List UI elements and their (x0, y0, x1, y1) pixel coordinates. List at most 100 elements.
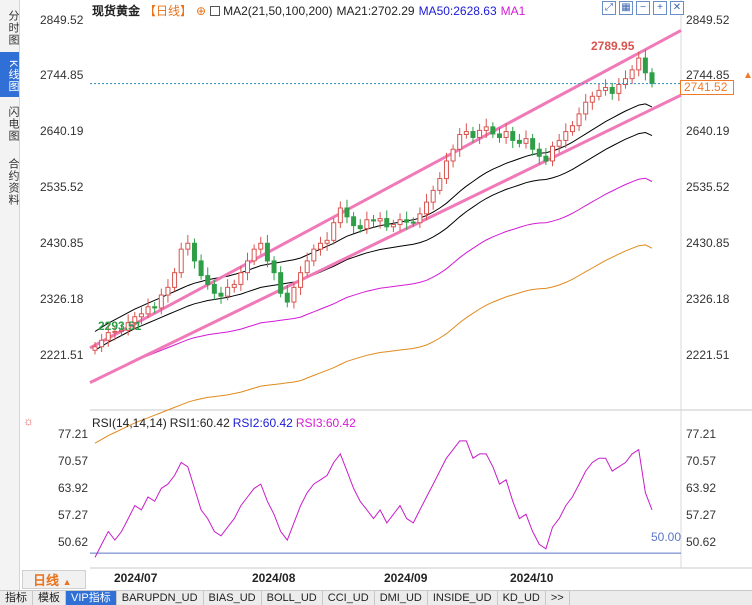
tab-dmi[interactable]: DMI_UD (375, 591, 428, 605)
candle-body (477, 129, 483, 138)
candle-body (99, 339, 105, 348)
candle-body (583, 101, 589, 115)
rsi-tick-left: 77.21 (58, 427, 89, 441)
price-tick-left: 2744.85 (40, 68, 84, 82)
ma200-line (94, 244, 653, 444)
settings-icon[interactable]: ⊕ (196, 4, 207, 18)
ma21-value: MA21:2702.29 (336, 4, 415, 18)
candle-body (384, 218, 390, 228)
candle-body (536, 148, 542, 157)
candle-body (543, 155, 549, 162)
rsi-tick: 70.57 (686, 454, 717, 468)
rsi-tick: 77.21 (686, 427, 717, 441)
tab-vip-indicator[interactable]: VIP指标 (66, 591, 117, 605)
candle-body (317, 242, 323, 250)
candle-body (298, 272, 304, 288)
rsi2-value: RSI2:60.42 (232, 416, 293, 430)
candle-body (636, 57, 642, 71)
candle-body (430, 189, 436, 203)
channel-upper-line (89, 29, 682, 350)
candle-body (225, 286, 231, 297)
candle-body (450, 148, 456, 162)
candle-body (424, 201, 430, 215)
period-selector[interactable]: 日线 ▲ (22, 570, 86, 589)
period-label: 日线 (33, 573, 60, 588)
rsi1-value: RSI1:60.42 (169, 416, 230, 430)
rsi-gear-icon[interactable]: ☼ (23, 414, 34, 428)
high-label: 2789.95 (591, 39, 635, 53)
ma100-line (94, 177, 653, 382)
period-tag: 【日线】 (144, 4, 193, 18)
candle-body (271, 260, 277, 274)
close-icon[interactable]: ✕ (670, 1, 684, 15)
tab-template[interactable]: 模板 (33, 591, 66, 605)
candle-body (609, 86, 615, 94)
minus-icon[interactable]: − (636, 1, 650, 15)
rsi-ref-label: 50.00 (651, 530, 682, 544)
price-tick: 2640.19 (686, 124, 730, 138)
candle-body (351, 216, 357, 227)
candle-body (245, 260, 251, 274)
grid-icon[interactable]: ▦ (619, 1, 633, 15)
tab-kline[interactable]: K线图 (0, 52, 19, 97)
candle-body (470, 131, 476, 138)
price-tick: 2849.52 (686, 13, 730, 27)
candle-body (191, 242, 197, 262)
rsi-title: RSI(14,14,14) (92, 416, 167, 430)
price-tick-left: 2221.51 (40, 348, 84, 362)
date-tick: 2024/08 (252, 571, 296, 585)
candle-body (185, 242, 191, 250)
tab-cci[interactable]: CCI_UD (323, 591, 375, 605)
tab-timeshare[interactable]: 分时图 (7, 10, 19, 46)
candle-body (264, 242, 270, 262)
candle-body (569, 125, 575, 133)
candle-body (324, 239, 330, 244)
candle-body (145, 306, 151, 315)
rsi-tick-left: 70.57 (58, 454, 89, 468)
rsi-tick-left: 57.27 (58, 508, 89, 522)
tab-indicator[interactable]: 指标 (0, 591, 33, 605)
tab-more[interactable]: >> (546, 591, 570, 605)
plus-icon[interactable]: + (653, 1, 667, 15)
tab-inside[interactable]: INSIDE_UD (428, 591, 498, 605)
tab-boll[interactable]: BOLL_UD (262, 591, 323, 605)
candle-body (125, 322, 131, 331)
date-tick: 2024/10 (510, 571, 554, 585)
candle-body (603, 86, 609, 91)
expand-icon[interactable]: ⤢ (602, 1, 616, 15)
main-legend: 现货黄金 【日线】 ⊕ MA2(21,50,100,200) MA21:2702.29 M… (92, 2, 529, 18)
candle-body (556, 139, 562, 147)
candle-body (165, 286, 171, 296)
candle-body (616, 84, 622, 94)
rsi-tick-left: 63.92 (58, 481, 89, 495)
candle-body (304, 260, 310, 274)
price-tick-left: 2430.85 (40, 236, 84, 250)
candle-body (284, 292, 290, 303)
date-tick: 2024/09 (384, 571, 428, 585)
candle-body (112, 330, 118, 334)
ma1-value: MA1 (500, 4, 526, 18)
candle-body (152, 306, 158, 309)
tab-lightning[interactable]: 闪电图 (7, 106, 19, 142)
tab-kd[interactable]: KD_UD (498, 591, 546, 605)
current-price-box: 2741.52 (680, 80, 734, 95)
tab-bias[interactable]: BIAS_UD (204, 591, 262, 605)
price-chart[interactable] (0, 0, 752, 590)
tab-contract-info[interactable]: 合约资料 (7, 157, 19, 206)
side-tab-bar: 分时图 K线图 闪电图 合约资料 (0, 0, 20, 590)
rsi-tick: 57.27 (686, 508, 717, 522)
candle-body (510, 131, 516, 141)
candle-body (503, 131, 509, 138)
rsi-tick: 50.62 (686, 535, 717, 549)
candle-body (642, 57, 648, 74)
candle-body (218, 292, 224, 297)
candle-body (596, 89, 602, 97)
low-label: 2293.51 (98, 319, 142, 333)
up-arrow-icon: ▲ (743, 70, 752, 81)
ma-toggle-icon[interactable] (210, 6, 221, 16)
tab-barupdn[interactable]: BARUPDN_UD (117, 591, 204, 605)
ma-group-label: MA2(21,50,100,200) (223, 4, 333, 18)
candle-body (344, 207, 350, 218)
price-tick-left: 2535.52 (40, 180, 84, 194)
candle-body (105, 332, 111, 341)
